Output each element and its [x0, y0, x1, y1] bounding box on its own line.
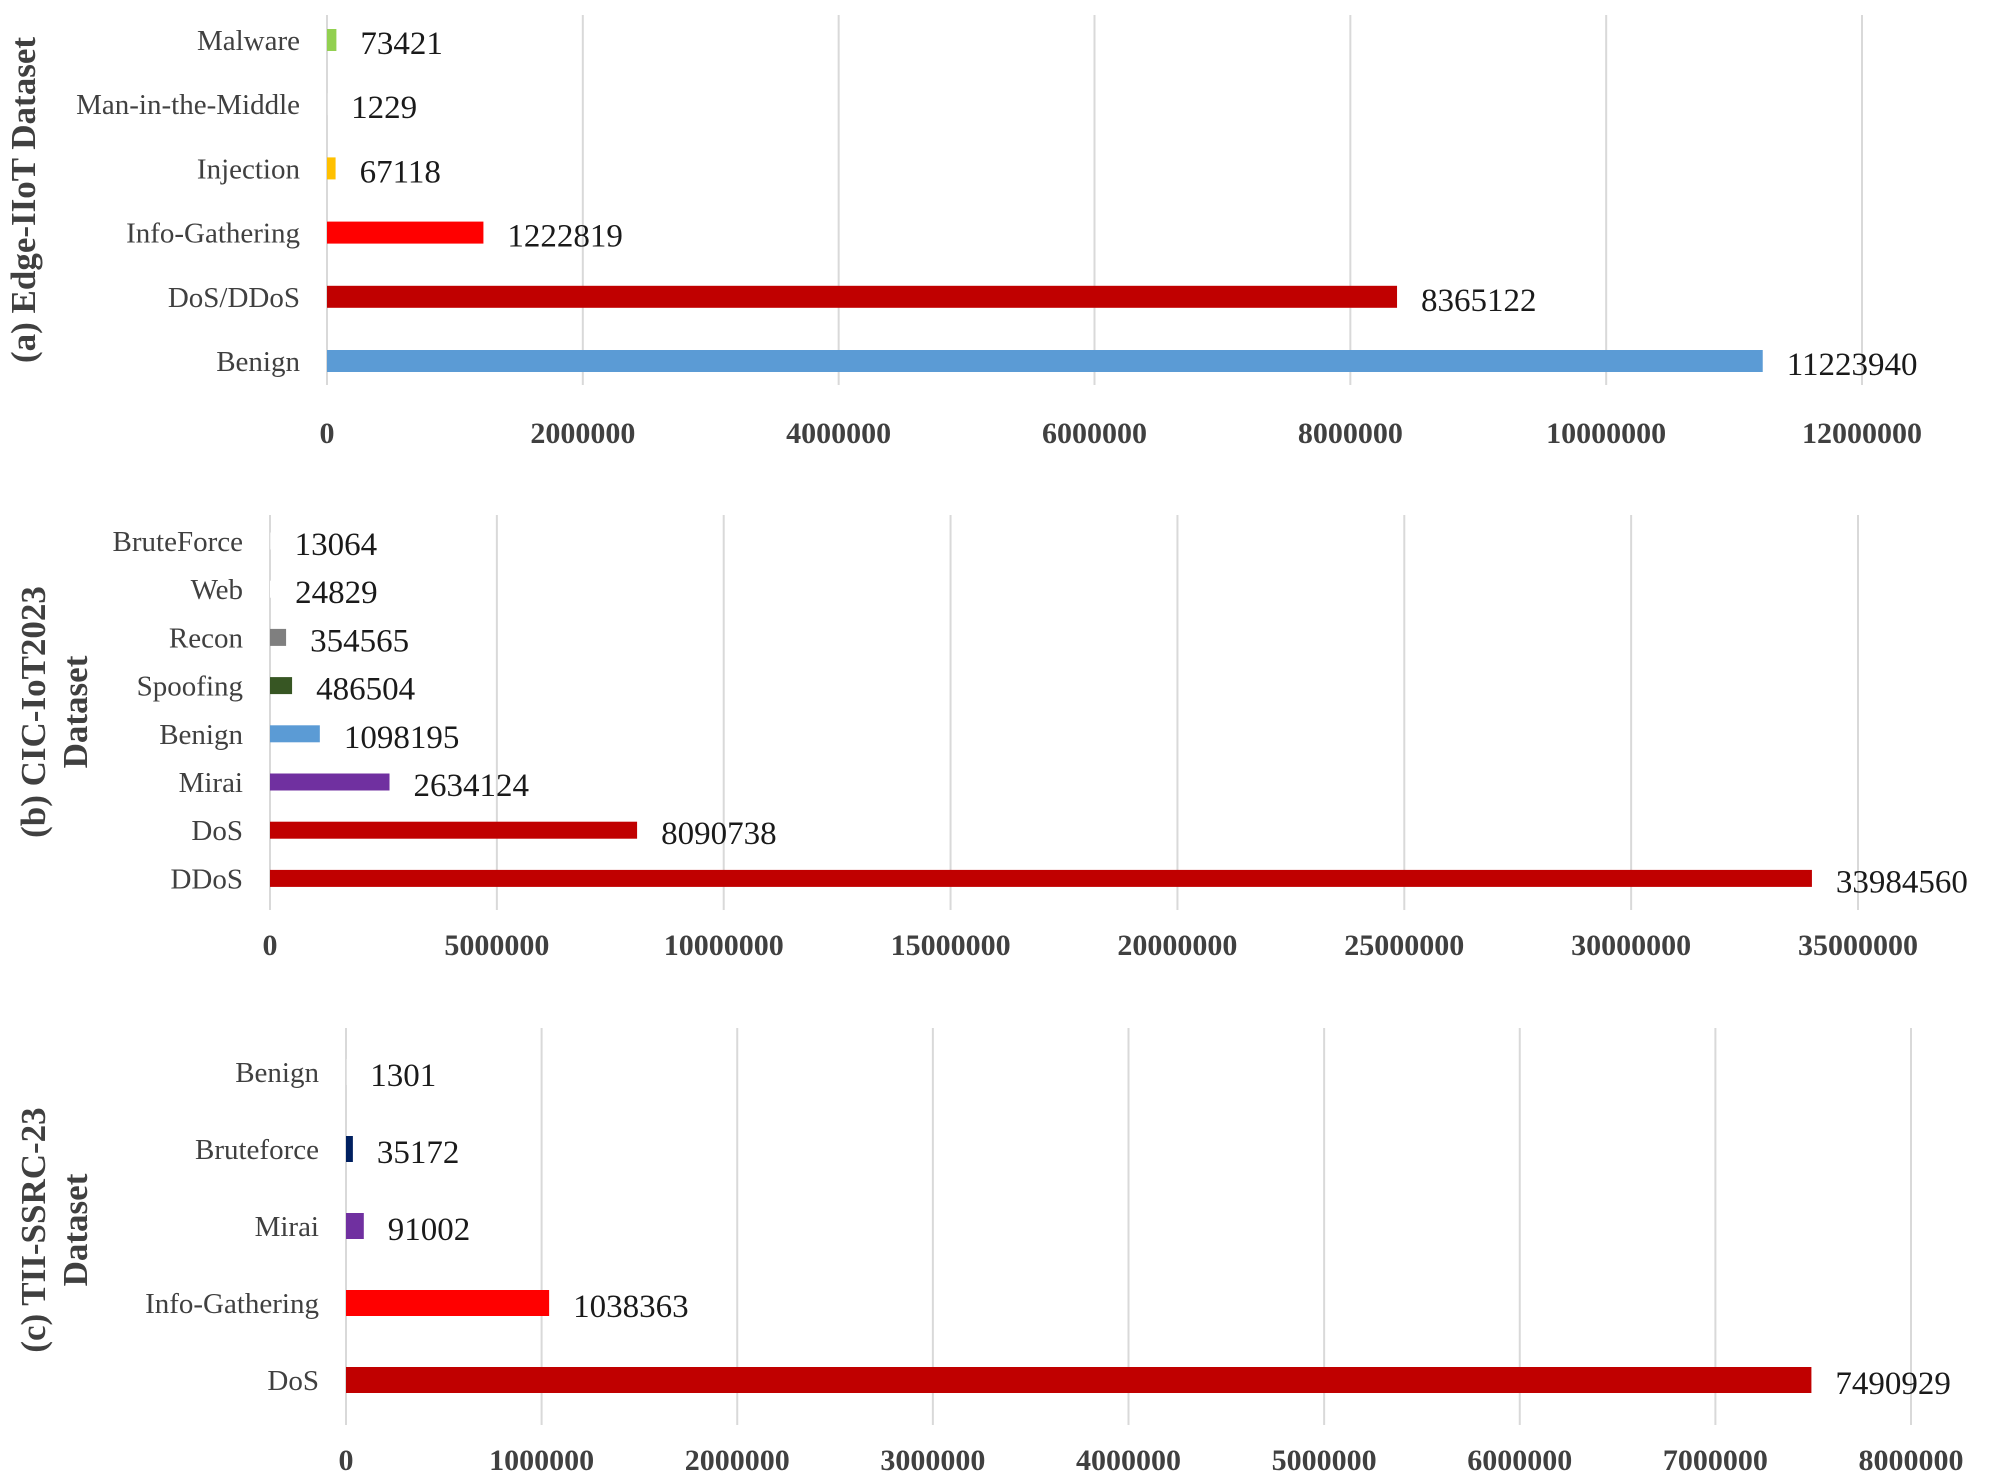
- panel-3-title-line: (c) TII-SSRC-23: [14, 1107, 53, 1352]
- panel-1-bar: [327, 350, 1763, 372]
- panel-2-x-tick-label: 5000000: [444, 929, 549, 962]
- panel-1-bar: [327, 221, 484, 244]
- panel-3-bar: [346, 1136, 353, 1162]
- panel-3-category-label: Benign: [235, 1057, 319, 1089]
- panel-2-bar: [270, 580, 272, 598]
- panel-2-category-label: Spoofing: [137, 671, 243, 703]
- panel-1-x-tick-label: 0: [320, 417, 335, 450]
- panel-1-category-label: Injection: [197, 153, 301, 185]
- panel-3-data-label: 91002: [388, 1212, 471, 1248]
- panel-1-category-label: Man-in-the-Middle: [76, 89, 300, 121]
- panel-3-category-label: Mirai: [255, 1211, 319, 1243]
- panel-1-x-tick-label: 6000000: [1042, 417, 1147, 450]
- panel-3-x-tick-label: 3000000: [880, 1444, 985, 1477]
- panel-2-data-label: 354565: [310, 623, 409, 659]
- panel-1-data-label: 67118: [360, 154, 441, 190]
- panel-2-title-line: Dataset: [56, 655, 95, 768]
- panel-1-category-label: Benign: [216, 346, 300, 378]
- panel-2-title-line: (b) CIC-IoT2023: [14, 586, 53, 838]
- panel-2-bar: [270, 628, 287, 646]
- panel-3-data-label: 1301: [370, 1058, 436, 1094]
- panel-2-bar: [270, 532, 271, 550]
- panel-3-bar: [346, 1367, 1812, 1393]
- panel-2-x-tick-label: 10000000: [664, 929, 784, 962]
- panel-2-category-label: Mirai: [179, 767, 243, 799]
- panel-1-bar: [327, 157, 336, 180]
- panel-2-data-label: 2634124: [414, 768, 530, 804]
- panel-2-category-label: Benign: [159, 719, 243, 751]
- panel-2-title: (b) CIC-IoT2023Dataset: [14, 586, 95, 838]
- panel-3-category-label: Info-Gathering: [145, 1288, 319, 1320]
- panel-1-category-label: Info-Gathering: [126, 218, 300, 250]
- panel-3-x-tick-label: 1000000: [489, 1444, 594, 1477]
- panel-3-x-tick-label: 7000000: [1663, 1444, 1768, 1477]
- panel-3-bar: [346, 1213, 364, 1239]
- panel-2-data-label: 13064: [295, 527, 378, 563]
- panel-2-x-tick-label: 20000000: [1117, 929, 1237, 962]
- panel-2-bar: [270, 725, 320, 743]
- panel-3-data-label: 7490929: [1835, 1366, 1951, 1402]
- panel-1-x-tick-label: 12000000: [1802, 417, 1922, 450]
- panel-3-data-label: 1038363: [573, 1289, 689, 1325]
- panel-3-category-label: DoS: [267, 1365, 319, 1397]
- panel-2-data-label: 33984560: [1836, 864, 1968, 900]
- panel-3-x-tick-label: 6000000: [1467, 1444, 1572, 1477]
- panel-1-title: (a) Edge-IIoT Dataset: [4, 37, 43, 363]
- panel-1-data-label: 73421: [360, 26, 443, 62]
- panel-2-category-label: Web: [191, 574, 243, 606]
- panel-3-title: (c) TII-SSRC-23Dataset: [14, 1107, 95, 1352]
- panel-1-data-label: 11223940: [1787, 347, 1918, 383]
- panel-2-x-tick-label: 35000000: [1798, 929, 1918, 962]
- panel-1-x-tick-label: 2000000: [530, 417, 635, 450]
- panel-3-data-label: 35172: [377, 1135, 460, 1171]
- panel-1-title-line: (a) Edge-IIoT Dataset: [4, 37, 43, 363]
- panel-1-data-label: 1222819: [507, 219, 623, 255]
- panel-1-x-tick-label: 8000000: [1298, 417, 1403, 450]
- panel-2-data-label: 8090738: [661, 816, 777, 852]
- panel-2-category-label: DDoS: [170, 863, 243, 895]
- panel-2-x-tick-label: 0: [263, 929, 278, 962]
- panel-2-x-tick-label: 15000000: [891, 929, 1011, 962]
- panel-2-x-tick-label: 30000000: [1571, 929, 1691, 962]
- panel-2-category-label: DoS: [191, 815, 243, 847]
- panel-3-category-label: Bruteforce: [195, 1134, 319, 1166]
- panel-1-x-tick-label: 10000000: [1546, 417, 1666, 450]
- panel-1-category-label: Malware: [197, 25, 300, 57]
- panel-2-category-label: Recon: [169, 622, 244, 654]
- panel-2-data-label: 24829: [295, 575, 378, 611]
- panel-1-bar: [327, 285, 1398, 308]
- panel-3-title-line: Dataset: [56, 1173, 95, 1286]
- panel-3-x-tick-label: 5000000: [1272, 1444, 1377, 1477]
- panel-2-bar: [270, 821, 638, 839]
- panel-1-category-label: DoS/DDoS: [168, 282, 300, 314]
- panel-3-bar: [346, 1290, 550, 1316]
- panel-1-x-tick-label: 4000000: [786, 417, 891, 450]
- panel-3-x-tick-label: 2000000: [685, 1444, 790, 1477]
- panel-2-data-label: 486504: [316, 672, 415, 708]
- panel-2-category-label: BruteForce: [113, 526, 243, 558]
- panel-3-x-tick-label: 8000000: [1859, 1444, 1964, 1477]
- panel-2-bar: [270, 869, 1812, 887]
- panel-2-data-label: 1098195: [344, 720, 460, 756]
- panel-2-x-tick-label: 25000000: [1344, 929, 1464, 962]
- panel-1-data-label: 1229: [351, 90, 417, 126]
- panel-2-bar: [270, 773, 390, 791]
- panel-3-x-tick-label: 4000000: [1076, 1444, 1181, 1477]
- panel-3-x-tick-label: 0: [339, 1444, 354, 1477]
- panel-2-bar: [270, 677, 293, 695]
- panel-1-bar: [327, 29, 337, 51]
- panel-1-data-label: 8365122: [1421, 283, 1537, 319]
